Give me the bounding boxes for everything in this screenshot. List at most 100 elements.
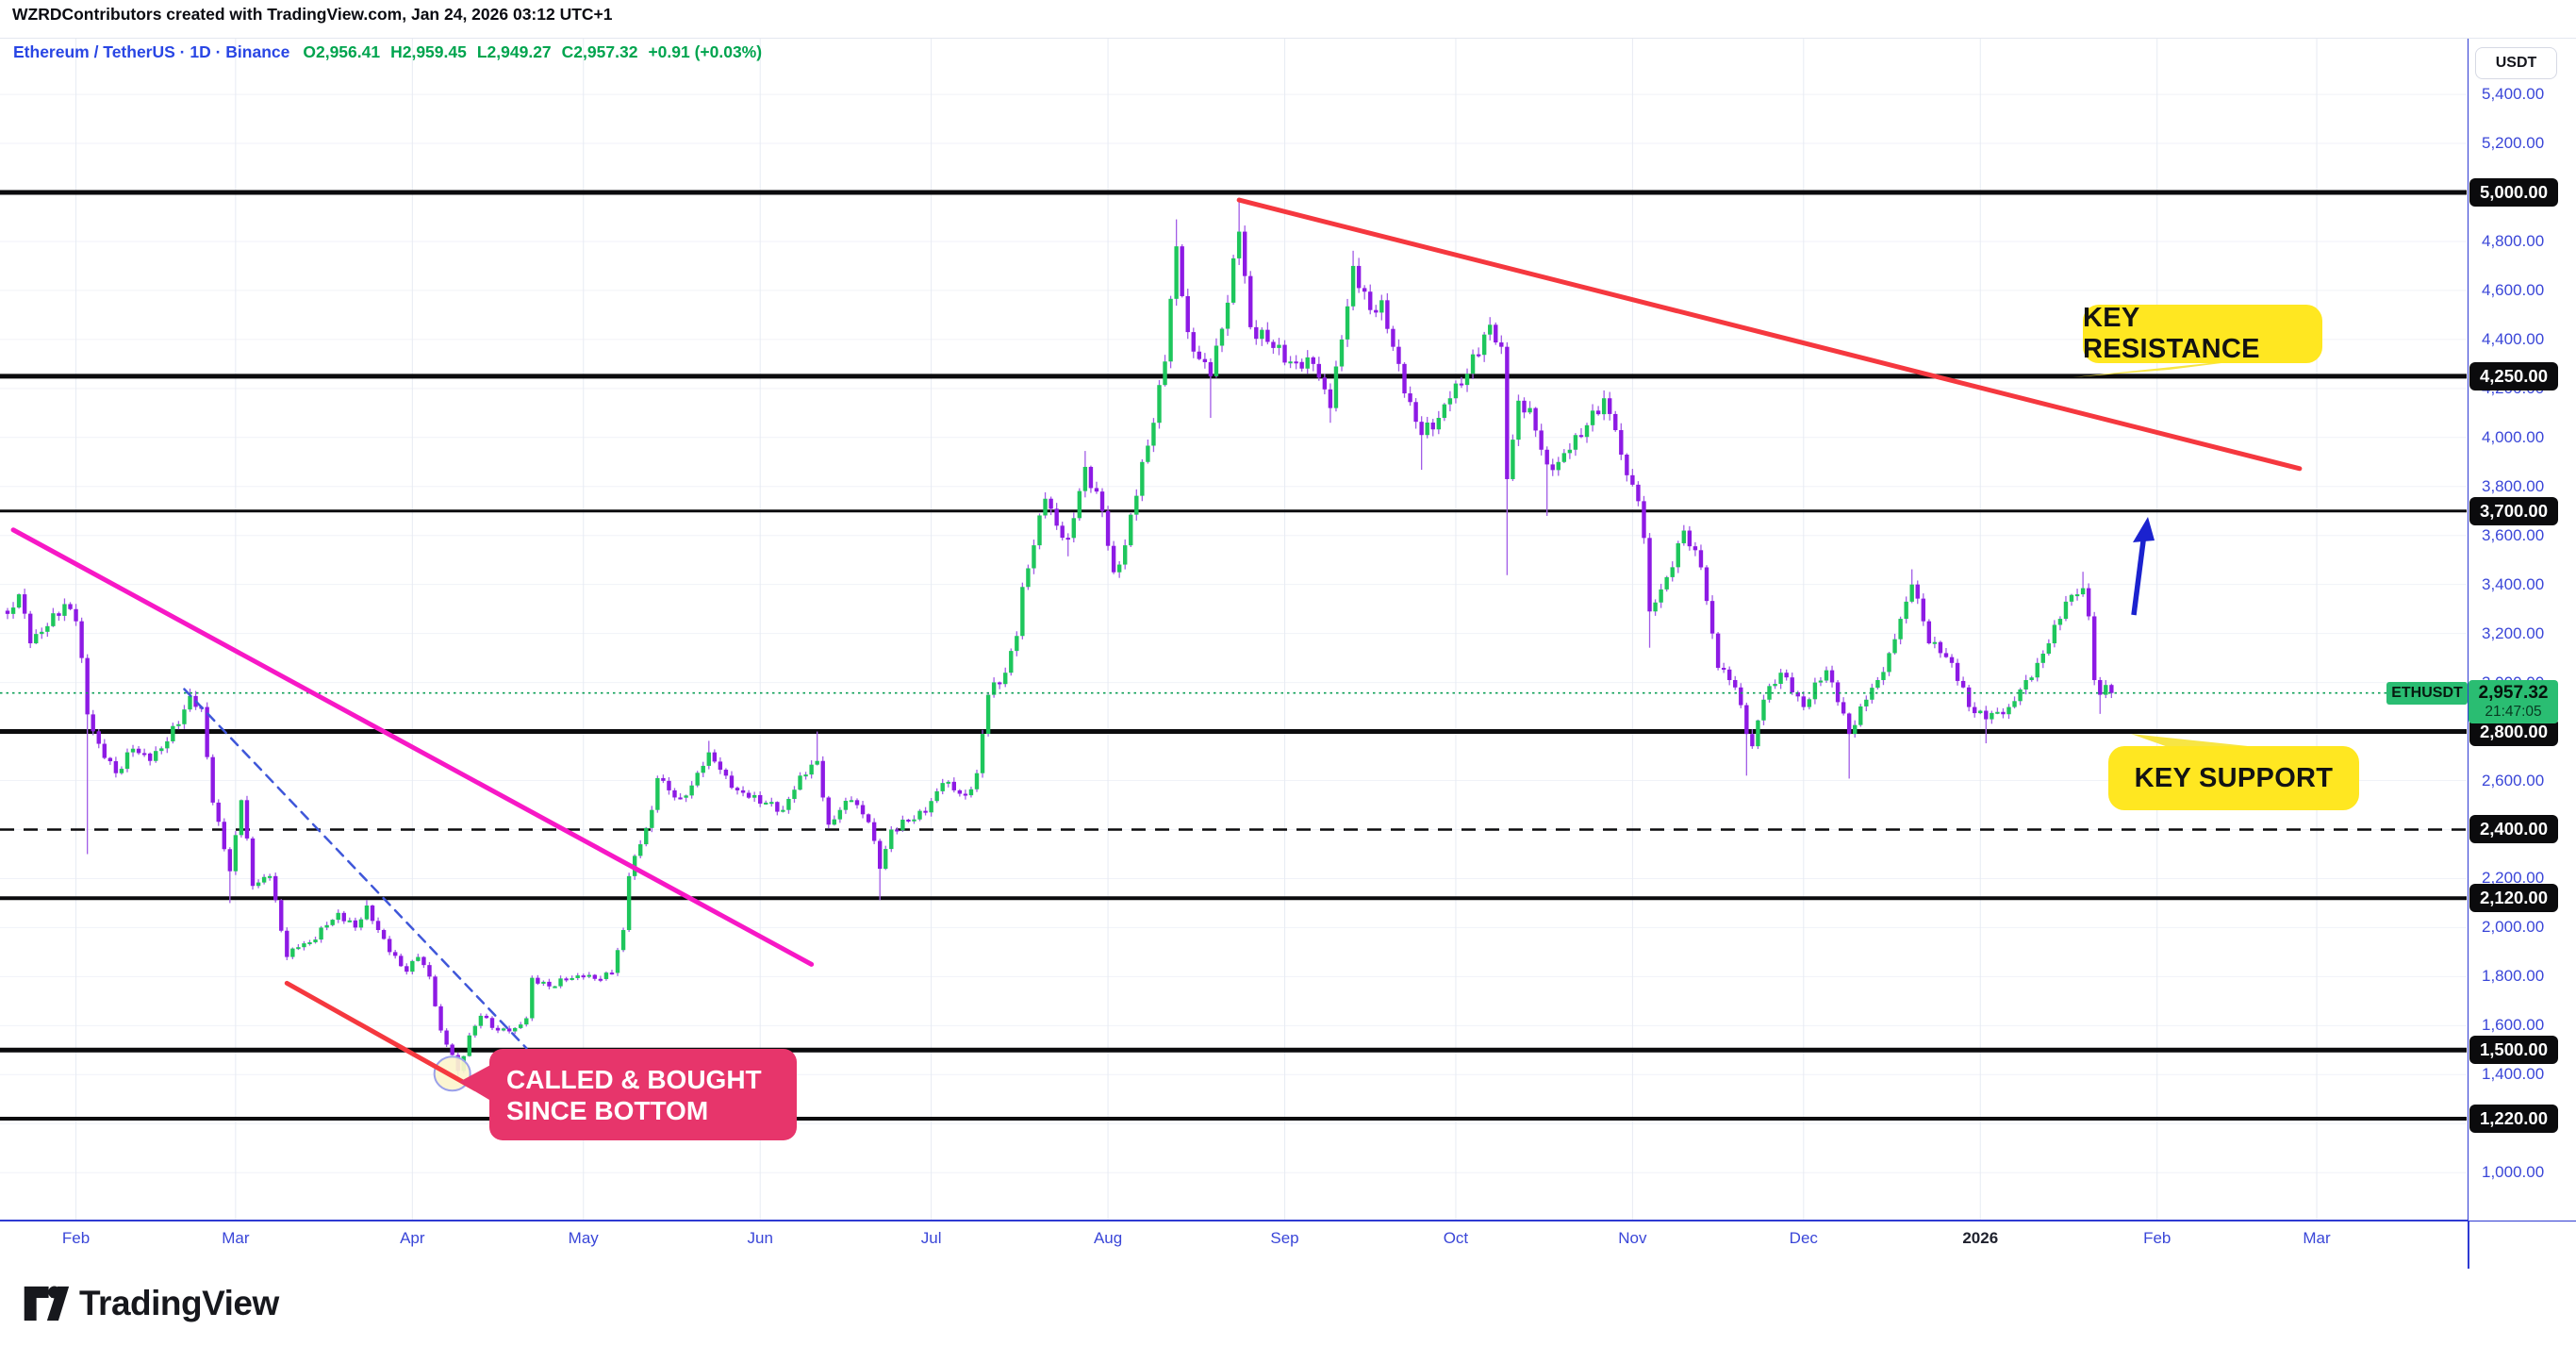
candle-body xyxy=(1464,374,1470,386)
candle-body xyxy=(1647,538,1652,612)
candle-body xyxy=(1835,682,1841,703)
price-tick-4800: 4,800.00 xyxy=(2482,231,2545,250)
candle-body xyxy=(1955,662,1960,681)
breakout-arrow-head xyxy=(2133,517,2155,542)
candle-body xyxy=(946,781,950,784)
candle-body xyxy=(233,835,239,872)
downtrend-magenta-line[interactable] xyxy=(10,527,815,967)
candle-body xyxy=(302,943,306,948)
measured-move-dashed-line[interactable] xyxy=(183,688,528,1050)
candle-body xyxy=(586,974,591,977)
candle-body xyxy=(1168,298,1173,362)
candle-body xyxy=(2080,588,2086,595)
symbol-title[interactable]: Ethereum / TetherUS · 1D · Binance xyxy=(13,42,290,61)
candle-body xyxy=(1590,410,1595,425)
candle-body xyxy=(661,777,666,781)
price-tick-4000: 4,000.00 xyxy=(2482,427,2545,446)
candle-body xyxy=(1522,400,1527,413)
candle-body xyxy=(273,875,278,901)
candle-body xyxy=(416,956,421,961)
candle-body xyxy=(684,795,688,798)
bottom-support-trendline[interactable] xyxy=(284,980,478,1091)
candle-body xyxy=(751,794,757,798)
candle-body xyxy=(1311,357,1315,364)
candle-body xyxy=(1853,724,1858,735)
candle-body xyxy=(1425,422,1429,436)
candle-body xyxy=(1898,619,1903,640)
candle-body xyxy=(906,819,911,822)
candle-body xyxy=(96,731,101,744)
candle-body xyxy=(866,814,871,823)
candle-body xyxy=(1157,385,1162,424)
candle-body xyxy=(2092,616,2097,681)
candle-body xyxy=(1795,691,1800,697)
candle-body xyxy=(963,793,968,796)
candle-body xyxy=(2086,588,2091,617)
breakout-arrow[interactable] xyxy=(2131,533,2147,616)
candle-body xyxy=(119,769,124,773)
candle-body xyxy=(570,977,574,980)
candle-body xyxy=(1875,680,1880,689)
candle-body xyxy=(1374,309,1379,313)
candle-body xyxy=(1140,461,1145,496)
candle-body xyxy=(1550,464,1555,471)
candle-body xyxy=(16,594,22,608)
candle-body xyxy=(387,939,392,953)
candle-body xyxy=(1208,361,1214,376)
candle-body xyxy=(74,608,78,622)
candle-body xyxy=(512,1027,518,1032)
candle-body xyxy=(1099,491,1105,511)
candle-body xyxy=(1111,545,1116,573)
candle-body xyxy=(1379,300,1384,313)
tradingview-logo-icon xyxy=(24,1286,70,1321)
candle-body xyxy=(205,706,209,757)
candle-body xyxy=(147,753,153,761)
tradingview-brand-text: TradingView xyxy=(79,1284,279,1322)
candle-body xyxy=(34,634,39,644)
candle-body xyxy=(1761,699,1766,721)
candle-body xyxy=(1984,710,1989,720)
candle-body xyxy=(1630,474,1635,485)
level-price-label-5000: 5,000.00 xyxy=(2469,178,2558,207)
candle-body xyxy=(1260,329,1264,340)
candle-body xyxy=(1670,567,1675,577)
candle-body xyxy=(2098,680,2103,695)
candle-body xyxy=(62,604,67,616)
time-label-Apr: Apr xyxy=(400,1229,425,1247)
candle-body xyxy=(319,927,323,940)
candle-body xyxy=(324,924,329,928)
candle-body xyxy=(227,849,233,872)
candle-body xyxy=(1625,454,1629,475)
price-axis[interactable] xyxy=(2469,39,2576,1221)
candle-body xyxy=(895,829,900,832)
candle-body xyxy=(1698,550,1704,568)
candle-body xyxy=(1277,344,1281,348)
candle-body xyxy=(1419,422,1424,436)
price-tick-1600: 1,600.00 xyxy=(2482,1016,2545,1035)
candle-body xyxy=(1339,339,1345,367)
candle-body xyxy=(176,723,181,726)
candle-body xyxy=(758,794,763,804)
key-resistance-trendline[interactable] xyxy=(1236,197,2303,472)
candle-body xyxy=(2035,662,2039,678)
candle-body xyxy=(427,965,432,977)
candle-body xyxy=(1391,328,1395,347)
candle-body xyxy=(124,752,130,770)
candle-body xyxy=(1453,383,1459,399)
price-tick-3800: 3,800.00 xyxy=(2482,476,2545,495)
candle-body xyxy=(1032,545,1036,569)
high-value: H2,959.45 xyxy=(390,42,467,61)
callout-line2: SINCE BOTTOM xyxy=(506,1095,709,1125)
candle-body xyxy=(1807,699,1812,707)
bar-countdown: 21:47:05 xyxy=(2485,704,2542,721)
candle-body xyxy=(2012,701,2017,707)
candle-body xyxy=(1864,699,1869,706)
currency-unit-chip[interactable]: USDT xyxy=(2475,47,2557,79)
candle-body xyxy=(1619,430,1624,455)
candle-body xyxy=(1505,346,1510,479)
candle-body xyxy=(130,748,136,753)
candle-body xyxy=(957,789,963,794)
candle-body xyxy=(912,819,916,822)
candle-body xyxy=(746,792,751,798)
